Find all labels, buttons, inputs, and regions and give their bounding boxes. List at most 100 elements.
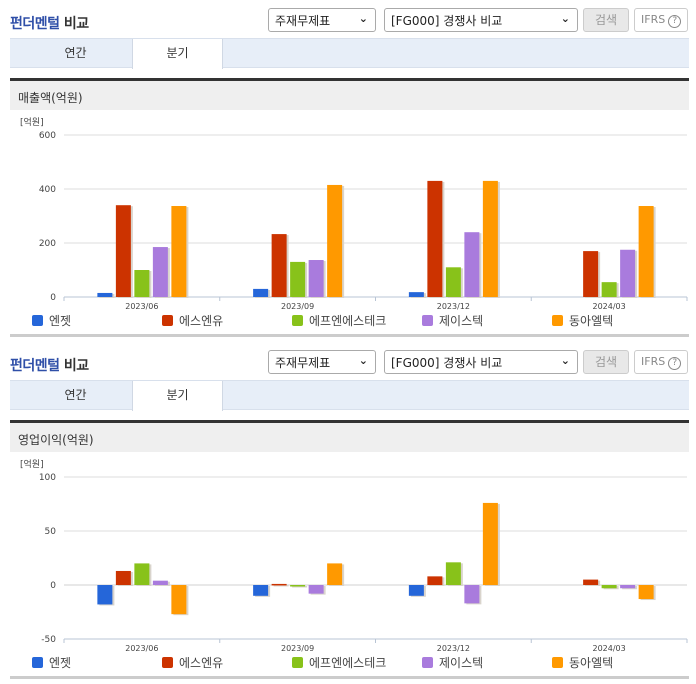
- bar[interactable]: [271, 234, 287, 297]
- legend-swatch-icon: [552, 657, 563, 668]
- bar[interactable]: [327, 184, 343, 297]
- comparison-group-select[interactable]: [FG000] 경쟁사 비교 ⌄: [384, 350, 578, 374]
- legend-label: 에프엔에스테크: [309, 656, 387, 670]
- bar[interactable]: [620, 249, 636, 297]
- bar[interactable]: [464, 232, 480, 297]
- bar-chart: [억원] 0 200 400 600 2023/06 2023/09 2023/12 2024/…: [10, 110, 689, 337]
- legend-label: 동아엘텍: [569, 656, 614, 670]
- legend-item[interactable]: 엔젯: [32, 654, 71, 671]
- bar[interactable]: [308, 585, 324, 594]
- bar[interactable]: [271, 583, 287, 586]
- x-tick-label: 2024/03: [593, 644, 626, 652]
- bar[interactable]: [445, 562, 461, 585]
- bar[interactable]: [97, 585, 113, 605]
- statement-type-value: 주재무제표: [275, 14, 331, 28]
- bar-shadow: [273, 584, 289, 587]
- legend-item[interactable]: 제이스텍: [422, 654, 483, 671]
- ifrs-label: IFRS: [641, 355, 666, 368]
- bar[interactable]: [445, 267, 461, 297]
- legend-item[interactable]: 에스엔유: [162, 654, 223, 671]
- legend-item[interactable]: 엔젯: [32, 312, 71, 329]
- help-icon[interactable]: ?: [668, 357, 682, 370]
- tab-annual[interactable]: 연간: [64, 46, 87, 60]
- y-tick-label: 400: [39, 185, 56, 195]
- bar[interactable]: [115, 570, 131, 585]
- bar[interactable]: [152, 247, 168, 297]
- section-header: 펀더멘털 비교 주재무제표 ⌄ [FG000] 경쟁사 비교 ⌄ 검색 IFRS?: [0, 342, 696, 380]
- bar[interactable]: [408, 585, 424, 596]
- ifrs-button[interactable]: IFRS?: [634, 8, 688, 32]
- chevron-down-icon: ⌄: [560, 354, 570, 367]
- comparison-group-value: [FG000] 경쟁사 비교: [391, 356, 503, 370]
- chart-plot-area: [억원] 0 200 400 600 2023/06 2023/09 2023/12 2024/…: [20, 116, 688, 311]
- chevron-down-icon: ⌄: [358, 354, 368, 367]
- bar[interactable]: [427, 180, 443, 297]
- bar[interactable]: [115, 205, 131, 297]
- tab-quarterly[interactable]: 분기: [132, 381, 223, 411]
- legend-item[interactable]: 동아엘텍: [552, 312, 613, 329]
- bar[interactable]: [290, 585, 306, 587]
- bar[interactable]: [482, 180, 498, 297]
- bar[interactable]: [134, 563, 150, 585]
- bar[interactable]: [482, 502, 498, 585]
- section-title: 펀더멘털 비교: [10, 355, 89, 375]
- comparison-group-select[interactable]: [FG000] 경쟁사 비교 ⌄: [384, 8, 578, 32]
- bar[interactable]: [464, 585, 480, 604]
- y-tick-label: 0: [50, 293, 56, 303]
- bar[interactable]: [583, 579, 599, 585]
- bar[interactable]: [620, 585, 636, 589]
- legend-swatch-icon: [552, 315, 563, 326]
- bar[interactable]: [638, 206, 654, 297]
- bar[interactable]: [134, 270, 150, 297]
- ifrs-button[interactable]: IFRS?: [634, 350, 688, 374]
- tab-annual[interactable]: 연간: [64, 388, 87, 402]
- bar[interactable]: [253, 288, 269, 297]
- chevron-down-icon: ⌄: [560, 12, 570, 25]
- x-tick-label: 2023/09: [281, 644, 314, 652]
- legend-item[interactable]: 에프엔에스테크: [292, 312, 386, 329]
- bar[interactable]: [97, 292, 113, 297]
- search-button[interactable]: 검색: [583, 350, 629, 374]
- legend-item[interactable]: 제이스텍: [422, 312, 483, 329]
- title-rest: 비교: [59, 358, 89, 374]
- bar[interactable]: [638, 585, 654, 600]
- bar[interactable]: [171, 585, 187, 615]
- bar[interactable]: [427, 576, 443, 585]
- legend-label: 제이스텍: [439, 314, 484, 328]
- bar[interactable]: [408, 292, 424, 297]
- statement-type-select[interactable]: 주재무제표 ⌄: [268, 8, 376, 32]
- bar[interactable]: [601, 282, 617, 297]
- bar[interactable]: [171, 206, 187, 297]
- y-axis-unit: [억원]: [20, 116, 44, 128]
- help-icon[interactable]: ?: [668, 15, 682, 28]
- bar[interactable]: [290, 261, 306, 297]
- fundamental-section-operating-profit: 펀더멘털 비교 주재무제표 ⌄ [FG000] 경쟁사 비교 ⌄ 검색 IFRS? …: [0, 342, 696, 679]
- bar[interactable]: [601, 585, 617, 589]
- fundamental-section-revenue: 펀더멘털 비교 주재무제표 ⌄ [FG000] 경쟁사 비교 ⌄ 검색 IFRS? …: [0, 0, 696, 337]
- bar[interactable]: [327, 563, 343, 585]
- chevron-down-icon: ⌄: [358, 12, 368, 25]
- x-tick-label: 2023/06: [125, 644, 158, 652]
- section-header: 펀더멘털 비교 주재무제표 ⌄ [FG000] 경쟁사 비교 ⌄ 검색 IFRS?: [0, 0, 696, 38]
- bar[interactable]: [308, 260, 324, 297]
- legend-swatch-icon: [162, 315, 173, 326]
- tab-quarterly[interactable]: 분기: [132, 39, 223, 69]
- bar[interactable]: [152, 580, 168, 585]
- legend-label: 에프엔에스테크: [309, 314, 387, 328]
- legend-item[interactable]: 동아엘텍: [552, 654, 613, 671]
- search-button[interactable]: 검색: [583, 8, 629, 32]
- statement-type-select[interactable]: 주재무제표 ⌄: [268, 350, 376, 374]
- x-tick-label: 2023/09: [281, 302, 314, 310]
- bar[interactable]: [253, 585, 269, 596]
- legend-swatch-icon: [422, 315, 433, 326]
- legend-item[interactable]: 에스엔유: [162, 312, 223, 329]
- chart-legend: 엔젯 에스엔유 에프엔에스테크 제이스텍 동아엘텍: [10, 654, 689, 672]
- legend-label: 엔젯: [49, 314, 72, 328]
- legend-swatch-icon: [32, 315, 43, 326]
- legend-label: 동아엘텍: [569, 314, 614, 328]
- chart-title: 영업이익(억원): [10, 420, 689, 452]
- legend-label: 엔젯: [49, 656, 72, 670]
- legend-item[interactable]: 에프엔에스테크: [292, 654, 386, 671]
- period-tabs: 연간 분기: [10, 380, 689, 411]
- bar[interactable]: [583, 251, 599, 297]
